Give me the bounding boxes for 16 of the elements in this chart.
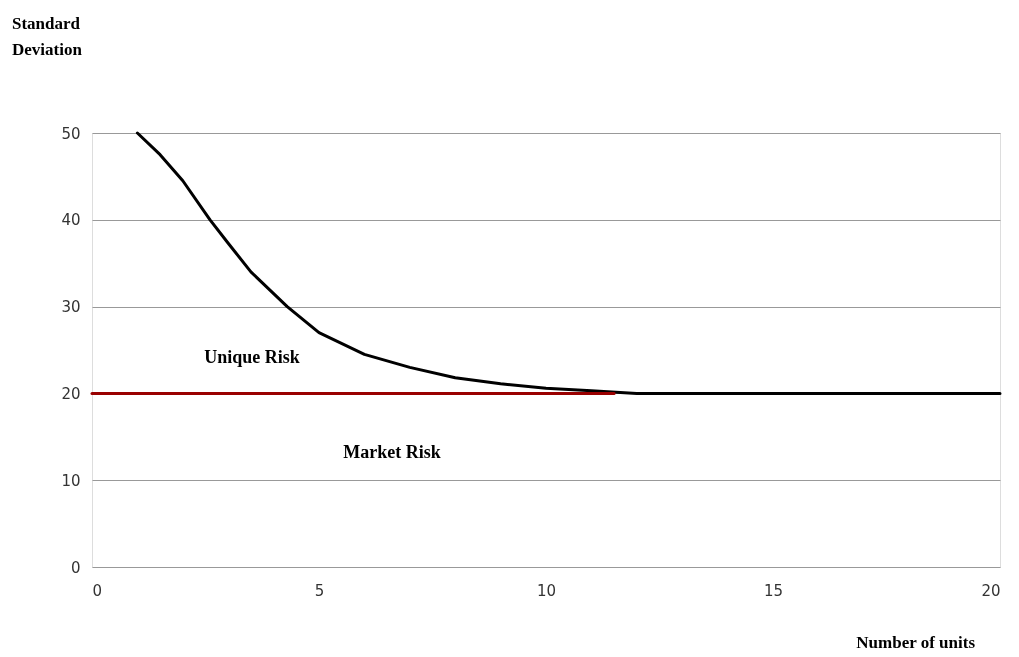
y-axis-title: Standard Deviation: [12, 14, 83, 59]
y-tick-label: 0: [70, 558, 81, 577]
y-tick-label: 20: [61, 384, 81, 403]
y-tick-label: 50: [61, 124, 81, 143]
y-tick-label: 10: [61, 471, 81, 490]
x-axis-title: Number of units: [856, 633, 976, 652]
x-tick-label: 15: [763, 581, 784, 600]
annotation: Market Risk: [343, 442, 441, 462]
x-tick-label: 0: [92, 581, 103, 600]
y-tick-label: 40: [61, 211, 81, 230]
x-tick-label: 20: [981, 581, 1001, 600]
annotation: Unique Risk: [204, 347, 300, 367]
x-tick-label: 10: [536, 581, 557, 600]
x-tick-label: 5: [314, 581, 325, 600]
y-tick-label: 30: [61, 298, 81, 317]
line-series: [135, 131, 1002, 395]
